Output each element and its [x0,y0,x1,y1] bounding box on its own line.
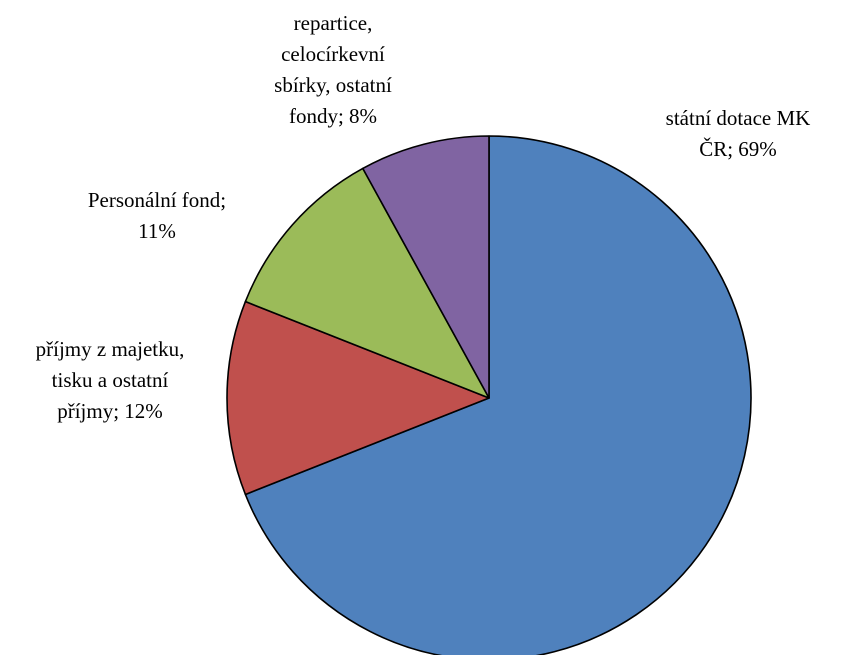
data-label-2-line-1: 11% [138,219,176,243]
data-label-0: státní dotace MK ČR; 69% [666,106,811,161]
data-label-1-line-2: příjmy; 12% [57,399,163,423]
data-label-2: Personální fond; 11% [88,188,226,243]
data-label-3-line-1: celocírkevní [281,42,385,66]
pie-slices [227,136,751,655]
data-label-2-line-0: Personální fond; [88,188,226,212]
data-label-3-line-0: repartice, [294,11,373,35]
data-label-3: repartice, celocírkevní sbírky, ostatní fon… [274,11,392,128]
data-label-1-line-0: příjmy z majetku, [36,337,185,361]
data-label-3-line-3: fondy; 8% [289,104,377,128]
data-label-1: příjmy z majetku, tisku a ostatní příjmy; … [36,337,185,423]
data-label-0-line-1: ČR; 69% [699,137,777,161]
data-label-3-line-2: sbírky, ostatní [274,73,392,97]
data-label-0-line-0: státní dotace MK [666,106,811,130]
data-label-1-line-1: tisku a ostatní [52,368,169,392]
